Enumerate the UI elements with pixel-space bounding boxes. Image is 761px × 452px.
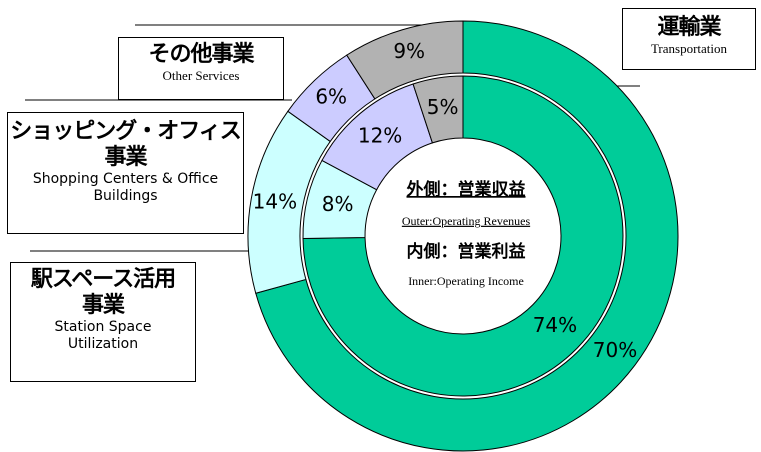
category-label: 運輸業 (657, 15, 721, 40)
value-label: 6% (315, 84, 347, 108)
category-label: その他事業 (148, 42, 254, 67)
category-label-en: Station Space (54, 319, 152, 335)
donut-segment (412, 75, 464, 144)
donut-segment (346, 20, 464, 100)
label-box: その他事業 Other Services (118, 37, 284, 100)
value-label: 8% (322, 192, 354, 216)
category-label: 事業 (81, 293, 125, 318)
donut-segment (302, 75, 624, 397)
center-label: 外側：営業収益 (407, 179, 526, 200)
value-label: 70% (593, 338, 637, 362)
value-label: 14% (253, 189, 297, 213)
category-label-en: Utilization (67, 336, 139, 352)
value-label: 9% (393, 39, 425, 63)
category-label: 駅スペース活用 (30, 267, 176, 292)
category-label-en: Other Services (162, 68, 240, 83)
label-box: 運輸業 Transportation (622, 8, 756, 70)
value-label: 74% (533, 313, 577, 337)
center-label: 内側：営業利益 (407, 241, 526, 262)
value-label: 5% (427, 95, 459, 119)
category-label-en: Transportation (650, 41, 728, 56)
category-label-en: Buildings (93, 188, 158, 204)
donut-segment (255, 20, 679, 452)
value-label: 12% (358, 124, 402, 148)
category-label: 事業 (104, 145, 147, 170)
center-label: Inner:Operating Income (408, 274, 524, 288)
category-label-en: Shopping Centers & Office (32, 171, 219, 187)
center-label: Outer:Operating Revenues (402, 214, 531, 228)
label-box: 駅スペース活用 事業 Station Space Utilization (10, 262, 196, 382)
category-label: ショッピング・オフィス (10, 119, 242, 144)
label-box: ショッピング・オフィス 事業 Shopping Centers & Office Bu… (7, 112, 244, 234)
